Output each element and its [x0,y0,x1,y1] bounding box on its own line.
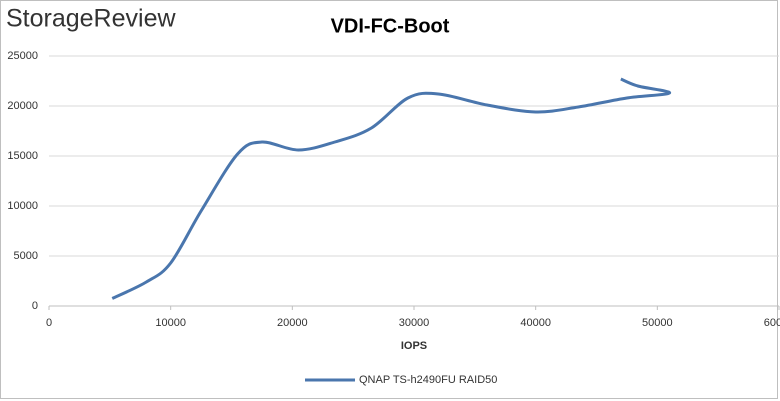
legend-label: QNAP TS-h2490FU RAID50 [359,374,497,386]
x-tick-label: 60000 [764,317,780,329]
y-tick-label: 0 [32,300,38,312]
x-tick-label: 50000 [642,317,673,329]
y-tick-label: 5000 [14,250,38,262]
x-tick-label: 20000 [277,317,308,329]
data-line [111,77,672,300]
x-axis-label: IOPS [401,340,427,352]
chart-title: VDI-FC-Boot [331,15,450,37]
brand-logo: StorageReview [6,5,176,33]
x-tick-label: 10000 [155,317,186,329]
x-tick-label: 40000 [520,317,551,329]
y-tick-label: 25000 [7,50,38,62]
y-tick-label: 15000 [7,150,38,162]
x-tick-label: 0 [46,317,52,329]
y-tick-label: 10000 [7,200,38,212]
x-tick-label: 30000 [399,317,430,329]
y-tick-label: 20000 [7,100,38,112]
